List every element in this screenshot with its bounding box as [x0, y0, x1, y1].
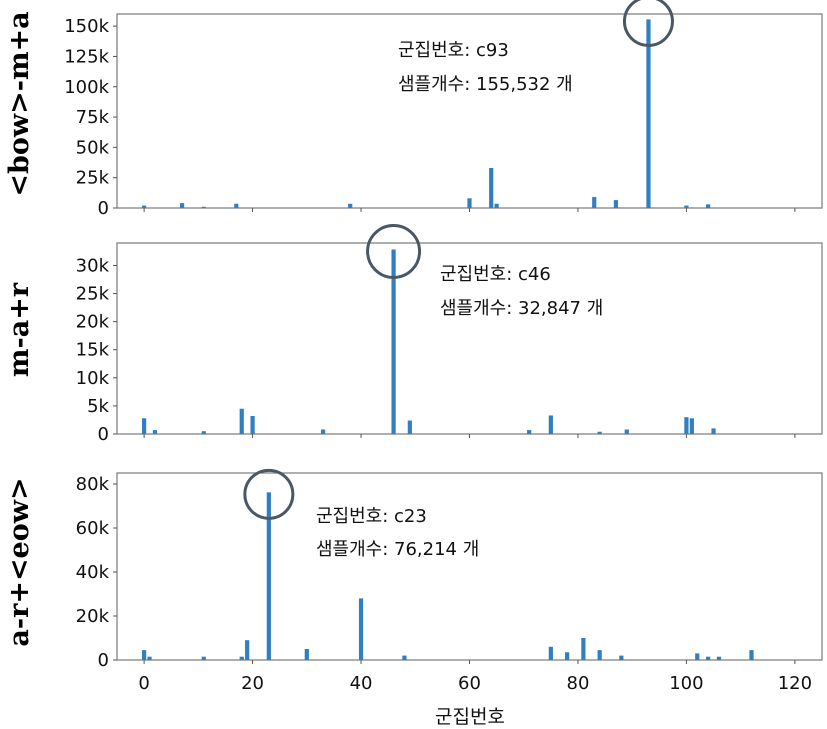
bar [706, 204, 711, 208]
bar [619, 655, 624, 660]
bar [358, 598, 364, 660]
y-tick-label: 80k [76, 474, 110, 495]
bar [201, 206, 206, 208]
highlight-circle [622, 0, 674, 47]
y-tick-label: 75k [76, 107, 110, 128]
bar [250, 416, 255, 434]
bar [624, 429, 629, 434]
bar [234, 203, 239, 208]
bar [684, 417, 689, 434]
y-axis-label: <bow>-m+a [4, 11, 35, 196]
bar [304, 649, 309, 660]
bar [407, 420, 412, 434]
y-tick-label: 0 [98, 424, 109, 445]
bar [597, 431, 602, 434]
y-tick-label: 5k [87, 396, 109, 417]
bar [391, 249, 396, 434]
y-tick-label: 100k [64, 77, 109, 98]
bar [142, 205, 147, 208]
annotation-line-1: 군집번호: c23 [316, 506, 427, 527]
bar [646, 19, 651, 208]
bar [142, 418, 147, 434]
bar [548, 415, 553, 434]
y-tick-label: 25k [76, 284, 110, 305]
bar [147, 656, 152, 660]
bar [684, 205, 689, 208]
y-tick-label: 50k [76, 137, 110, 158]
x-tick-label: 100 [669, 673, 703, 694]
y-tick-label: 15k [76, 340, 110, 361]
y-tick-label: 30k [76, 255, 110, 276]
bar [527, 430, 532, 434]
y-tick-label: 0 [98, 650, 109, 671]
bar [689, 418, 694, 434]
bar [711, 428, 716, 434]
plot-frame [116, 472, 823, 661]
highlight-circle [366, 223, 422, 279]
annotation-line-2: 샘플개수: 76,214 개 [316, 539, 479, 560]
bar [489, 167, 494, 208]
bar [494, 203, 499, 208]
highlight-circle [243, 468, 295, 520]
x-tick-label: 20 [241, 673, 264, 694]
x-axis: 0 20 40 60 80 100 120 [138, 673, 812, 694]
bar [201, 431, 206, 434]
bar [565, 652, 570, 660]
bar [613, 200, 619, 208]
x-tick-label: 40 [350, 673, 373, 694]
bar [320, 429, 326, 434]
annotation-line-2: 샘플개수: 155,532 개 [398, 74, 573, 95]
bar [142, 650, 147, 660]
y-tick-label: 40k [76, 562, 110, 583]
y-tick-label: 25k [76, 168, 110, 189]
bar [266, 492, 271, 660]
bar [695, 653, 700, 660]
bar [467, 198, 472, 208]
y-tick-label: 0 [98, 198, 109, 219]
chart-panel-1: 0 25k 50k 75k 100k 125k 150k 군집번호: c93 샘플개수: 155… [4, 0, 823, 219]
bar [597, 650, 602, 660]
bar [239, 408, 244, 434]
y-tick-label: 20k [76, 606, 110, 627]
bar [581, 638, 586, 660]
chart-panel-3: 0 20k 40k 60k 80k 군집번호: c23 샘플개수: 76,214 개 a-r+… [4, 468, 823, 671]
y-tick-label: 60k [76, 518, 110, 539]
annotation-line-2: 샘플개수: 32,847 개 [440, 298, 603, 319]
y-tick-label: 125k [64, 46, 109, 67]
bar [348, 203, 353, 208]
annotation-line-1: 군집번호: c93 [398, 40, 509, 61]
x-tick-label: 0 [138, 673, 149, 694]
annotation-line-1: 군집번호: c46 [440, 264, 551, 285]
bar [548, 646, 553, 660]
x-tick-label: 120 [778, 673, 812, 694]
y-tick-label: 20k [76, 312, 110, 333]
bar [706, 656, 711, 660]
bar [402, 655, 407, 660]
bar [245, 640, 250, 660]
bar [239, 656, 244, 660]
x-axis-title: 군집번호 [435, 706, 505, 728]
bar [152, 430, 158, 434]
chart-panel-2: 0 5k 10k 15k 20k 25k 30k 군집번호: c46 샘플개수: 32,847 … [4, 223, 823, 445]
x-tick-label: 60 [458, 673, 481, 694]
y-axis-label: a-r+<eow> [4, 477, 35, 646]
bar [179, 203, 185, 208]
bar [716, 656, 722, 660]
bar [201, 656, 206, 660]
x-tick-label: 80 [567, 673, 590, 694]
bar [592, 197, 597, 208]
bar [749, 650, 754, 660]
y-axis-label: m-a+r [4, 282, 35, 377]
y-tick-label: 10k [76, 368, 110, 389]
y-tick-label: 150k [64, 16, 109, 37]
